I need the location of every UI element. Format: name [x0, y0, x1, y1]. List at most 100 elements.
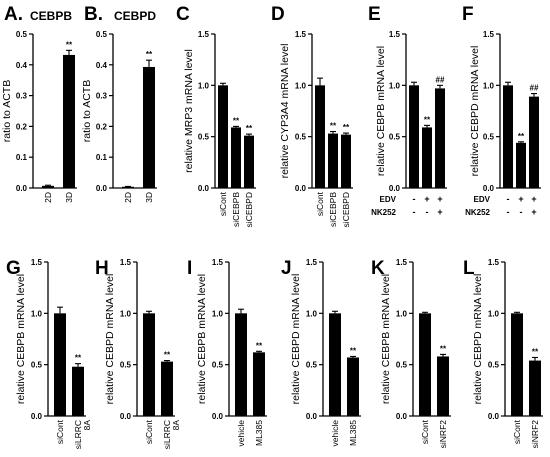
y-tick-label: 1.5 — [306, 258, 318, 267]
panel-letter: K — [371, 258, 385, 279]
y-tick-label: 0.0 — [306, 412, 318, 421]
significance-mark: ** — [424, 115, 431, 124]
y-tick-label: 0.5 — [483, 133, 495, 142]
chart-panel-d: D 0.0 0.5 1.0 1.5 relative CYP3A4 mRNA level s… — [271, 4, 353, 227]
treatment-sign: - — [413, 194, 416, 204]
bar — [253, 352, 265, 416]
treatment-label: EDV — [380, 195, 397, 204]
significance-mark: ** — [532, 347, 539, 356]
y-axis-title: relative CEBPD mRNA level — [290, 274, 302, 405]
chart-panel-a: A. CEBPB 0.0 0.1 0.2 0.3 0.4 0.5 ratio to ACTB 2D… — [1, 4, 77, 203]
x-tick-label: siCEBPB — [231, 192, 241, 227]
treatment-label: NK252 — [465, 208, 490, 217]
y-tick-label: 1.5 — [295, 30, 307, 39]
panel-letter: H — [95, 258, 109, 279]
y-tick-label: 0.5 — [212, 361, 224, 370]
significance-mark: ** — [343, 123, 350, 132]
y-tick-label: 1.0 — [488, 309, 500, 318]
y-axis-title: ratio to ACTB — [81, 80, 93, 142]
y-tick-label: 0.0 — [120, 412, 132, 421]
bar — [143, 313, 155, 416]
x-tick-label: siCEBPD — [341, 192, 351, 227]
treatment-sign: + — [531, 194, 536, 204]
y-axis-title: relative CYP3A4 mRNA level — [279, 44, 291, 179]
panel-letter: E — [368, 4, 381, 25]
chart-panel-j: J 0.0 0.5 1.0 1.5 relative CEBPD mRNA level ve… — [281, 258, 361, 446]
bar — [422, 127, 432, 188]
y-tick-label: 0.0 — [389, 184, 401, 193]
x-tick-label: ML385 — [254, 420, 264, 446]
y-tick-label: 0.5 — [389, 133, 401, 142]
x-tick-label: siCont — [420, 419, 430, 444]
y-tick-label: 0.5 — [198, 133, 210, 142]
significance-mark: ** — [518, 132, 525, 141]
bar — [435, 88, 445, 188]
y-tick-label: 0.5 — [396, 361, 408, 370]
treatment-sign: + — [437, 207, 442, 217]
y-tick-label: 1.5 — [31, 258, 43, 267]
bar — [529, 360, 541, 416]
y-tick-label: 1.0 — [212, 309, 224, 318]
y-tick-label: 1.5 — [488, 258, 500, 267]
bar — [409, 85, 419, 188]
x-tick-label: 2D — [43, 192, 53, 203]
x-tick-label: siNRF2 — [530, 420, 540, 449]
panel-letter: G — [6, 258, 21, 279]
y-tick-label: 1.5 — [483, 30, 495, 39]
y-tick-label: 0.0 — [31, 412, 43, 421]
bar — [143, 66, 155, 188]
panel-letter: A. — [4, 4, 23, 25]
panel-title: CEBPD — [114, 9, 156, 23]
y-tick-label: 1.5 — [198, 30, 210, 39]
y-tick-label: 1.0 — [396, 309, 408, 318]
chart-panel-g: G 0.0 0.5 1.0 1.5 relative CEBPB mRNA level si… — [6, 258, 92, 449]
bar — [122, 186, 134, 188]
y-tick-label: 0.4 — [16, 61, 28, 70]
panel-title: CEBPB — [30, 9, 72, 23]
panel-letter: L — [463, 258, 475, 279]
significance-mark: ** — [256, 341, 263, 350]
significance-mark: ** — [75, 354, 82, 363]
treatment-sign: + — [531, 207, 536, 217]
y-tick-label: 0.0 — [295, 184, 307, 193]
bar — [42, 185, 54, 188]
x-tick-label: 3D — [64, 192, 74, 203]
y-tick-label: 0.5 — [16, 30, 28, 39]
treatment-sign: + — [437, 194, 442, 204]
x-tick-label: 2D — [123, 192, 133, 203]
panel-letter: B. — [84, 4, 103, 25]
significance-mark: ** — [350, 346, 357, 355]
y-axis-title: relative CEBPD mRNA level — [472, 274, 484, 405]
y-tick-label: 1.5 — [389, 30, 401, 39]
bar — [54, 313, 66, 416]
chart-panel-c: C 0.0 0.5 1.0 1.5 relative MRP3 mRNA level siC… — [176, 4, 256, 227]
bar — [511, 313, 523, 416]
bar — [329, 313, 341, 416]
y-tick-label: 0.0 — [488, 412, 500, 421]
bar — [347, 357, 359, 416]
bar — [516, 142, 526, 188]
chart-panel-l: L 0.0 0.5 1.0 1.5 relative CEBPD mRNA level si… — [463, 258, 543, 448]
y-axis-title: relative CEBPB mRNA level — [15, 274, 27, 404]
y-tick-label: 1.5 — [120, 258, 132, 267]
y-axis-title: relative CEBPB mRNA level — [196, 274, 208, 404]
y-tick-label: 0.2 — [96, 122, 108, 131]
x-tick-label: siCont — [512, 419, 522, 444]
significance-mark: ** — [66, 40, 73, 49]
treatment-sign: + — [424, 194, 429, 204]
bar — [328, 133, 338, 188]
bar — [231, 127, 241, 188]
treatment-sign: - — [507, 194, 510, 204]
x-tick-label: 3D — [144, 192, 154, 203]
y-tick-label: 0.5 — [96, 30, 108, 39]
treatment-label: NK252 — [371, 208, 396, 217]
bar — [244, 135, 254, 188]
y-tick-label: 0.3 — [16, 92, 28, 101]
y-tick-label: 0.4 — [96, 61, 108, 70]
y-tick-label: 0.1 — [16, 153, 28, 162]
panel-letter: F — [462, 4, 474, 25]
y-tick-label: 0.5 — [120, 361, 132, 370]
y-tick-label: 0.0 — [16, 184, 28, 193]
